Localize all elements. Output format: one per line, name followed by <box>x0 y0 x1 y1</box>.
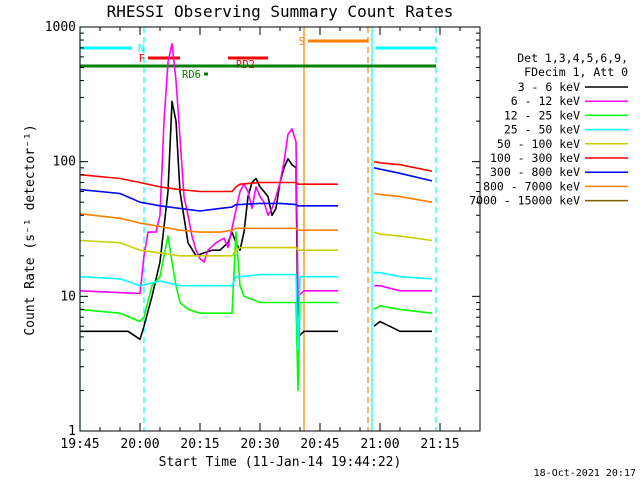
series-line <box>80 167 433 212</box>
x-tick-label: 21:15 <box>420 437 459 452</box>
series-line <box>80 43 432 298</box>
y-axis-label: Count Rate (s⁻¹ detector⁻¹) <box>23 124 38 335</box>
flag-bars: NSFRD2RD6 <box>80 36 436 81</box>
flag-label: F <box>139 53 145 65</box>
x-tick-label: 20:45 <box>300 437 339 452</box>
legend-header-line-2: FDecim 1, Att 0 <box>524 65 628 79</box>
x-tick-label: 21:00 <box>360 437 399 452</box>
legend-label: 300 - 800 keV <box>490 165 580 179</box>
x-tick-label: 20:15 <box>180 437 219 452</box>
footer-date: 18-Oct-2021 20:17 <box>534 468 636 479</box>
legend-label: 800 - 7000 keV <box>483 179 580 193</box>
y-tick-label: 10 <box>60 289 76 304</box>
x-tick-label: 19:45 <box>60 437 99 452</box>
flag-label: N <box>138 43 144 55</box>
x-tick-label: 20:00 <box>120 437 159 452</box>
series-line <box>80 231 433 257</box>
series-line <box>80 100 432 341</box>
legend-label: 12 - 25 keV <box>504 108 580 122</box>
legend: Det 1,3,4,5,6,9, FDecim 1, Att 0 3 - 6 k… <box>469 51 628 208</box>
legend-label: 7000 - 15000 keV <box>469 194 580 208</box>
y-tick-label: 1 <box>68 424 76 439</box>
y-tick-label: 1000 <box>45 20 76 35</box>
x-axis-ticks: 19:45 20:00 20:15 20:30 20:45 21:00 21:15 <box>60 27 481 452</box>
legend-label: 3 - 6 keV <box>518 80 580 94</box>
legend-label: 6 - 12 keV <box>511 94 580 108</box>
series-line <box>80 192 433 233</box>
legend-label: 50 - 100 keV <box>497 137 580 151</box>
series-line <box>80 271 433 351</box>
y-axis-ticks: 1 10 100 1000 <box>45 20 480 439</box>
series-line <box>80 160 433 193</box>
flag-label: S <box>299 36 305 48</box>
x-tick-label: 20:30 <box>240 437 279 452</box>
legend-label: 100 - 300 keV <box>490 151 580 165</box>
x-axis-label: Start Time (11-Jan-14 19:44:22) <box>159 455 402 470</box>
legend-header-line-1: Det 1,3,4,5,6,9, <box>517 51 628 65</box>
series-layer <box>80 43 433 392</box>
chart-title: RHESSI Observing Summary Count Rates <box>107 2 454 21</box>
flag-label: RD6 <box>182 69 201 81</box>
y-tick-label: 100 <box>53 155 76 170</box>
legend-label: 25 - 50 keV <box>504 123 580 137</box>
